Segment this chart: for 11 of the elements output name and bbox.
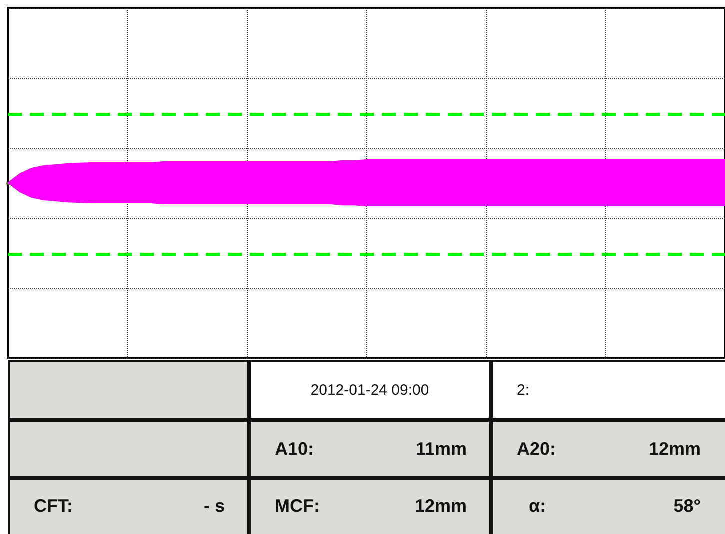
- text: 2:: [517, 380, 530, 400]
- text: A20:: [517, 438, 556, 460]
- text: A10:: [275, 438, 314, 460]
- text: α:: [529, 494, 546, 518]
- text: CFT:: [34, 494, 73, 518]
- text: 12mm: [648, 438, 701, 460]
- text: 11mm: [416, 438, 467, 460]
- text: 12mm: [414, 494, 467, 518]
- text: - s: [204, 494, 225, 518]
- text: 58°: [674, 494, 701, 518]
- text: MCF:: [275, 494, 320, 518]
